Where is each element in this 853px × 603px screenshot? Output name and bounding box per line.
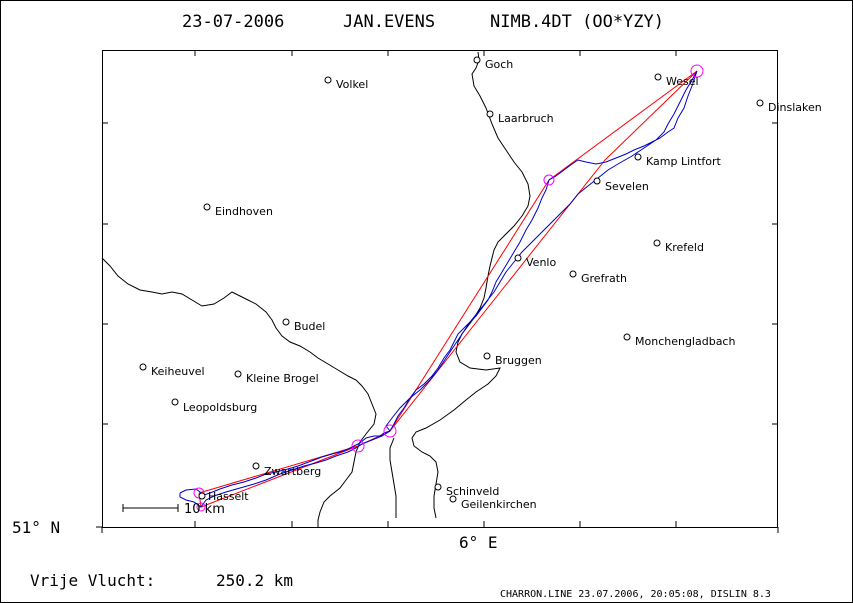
place-label-kleine-brogel: Kleine Brogel bbox=[246, 372, 319, 385]
flight-type-label: Vrije Vlucht: bbox=[30, 571, 155, 590]
place-label-budel: Budel bbox=[294, 320, 325, 333]
place-label-laarbruch: Laarbruch bbox=[498, 112, 554, 125]
place-labels: Goch Volkel Wesel Dinslaken Laarbruch Ka… bbox=[151, 58, 822, 511]
map-ticks bbox=[96, 50, 779, 533]
place-label-leopoldsburg: Leopoldsburg bbox=[183, 401, 257, 414]
turnpoint-4 bbox=[690, 64, 704, 78]
turnpoint-3 bbox=[543, 174, 555, 186]
place-label-monchengladbach: Monchengladbach bbox=[635, 335, 735, 348]
place-label-dinslaken: Dinslaken bbox=[768, 101, 822, 114]
turnpoint-1 bbox=[351, 439, 365, 453]
title-pilot: JAN.EVENS bbox=[343, 12, 435, 32]
task-line bbox=[198, 70, 698, 508]
scale-bar-label: 10 km bbox=[184, 502, 225, 517]
turnpoint-finish bbox=[196, 502, 206, 512]
place-label-kamp-lintfort: Kamp Lintfort bbox=[646, 155, 722, 168]
border-be-de bbox=[389, 437, 397, 518]
country-borders bbox=[101, 51, 531, 527]
map-frame bbox=[102, 50, 778, 528]
scale-bar: 10 km bbox=[122, 502, 225, 517]
place-label-bruggen: Bruggen bbox=[495, 354, 542, 367]
border-be-nl bbox=[101, 257, 377, 527]
place-label-schinveld: Schinveld bbox=[446, 485, 499, 498]
place-label-hasselt: Hasselt bbox=[208, 490, 249, 503]
flight-distance: 250.2 km bbox=[216, 571, 293, 590]
flight-track bbox=[179, 70, 698, 508]
lat-axis-label: 51° N bbox=[12, 518, 60, 537]
place-label-venlo: Venlo bbox=[526, 256, 556, 269]
place-label-wesel: Wesel bbox=[666, 75, 699, 88]
place-label-grefrath: Grefrath bbox=[581, 272, 627, 285]
place-markers bbox=[139, 56, 764, 503]
turnpoint-start bbox=[193, 487, 205, 499]
turnpoint-2 bbox=[383, 424, 397, 438]
turnpoints bbox=[193, 64, 704, 512]
place-label-zwartberg: Zwartberg bbox=[264, 465, 321, 478]
place-label-eindhoven: Eindhoven bbox=[215, 205, 273, 218]
place-label-volkel: Volkel bbox=[336, 78, 368, 91]
title-date: 23-07-2006 bbox=[182, 12, 284, 32]
place-label-sevelen: Sevelen bbox=[605, 180, 649, 193]
title-glider: NIMB.4DT (OO*YZY) bbox=[490, 12, 664, 32]
place-label-keiheuvel: Keiheuvel bbox=[151, 365, 205, 378]
place-label-geilenkirchen: Geilenkirchen bbox=[461, 498, 537, 511]
place-label-goch: Goch bbox=[485, 58, 513, 71]
lon-axis-label: 6° E bbox=[459, 533, 498, 552]
credit-line: CHARRON.LINE 23.07.2006, 20:05:08, DISLI… bbox=[500, 589, 771, 600]
place-label-krefeld: Krefeld bbox=[665, 241, 704, 254]
